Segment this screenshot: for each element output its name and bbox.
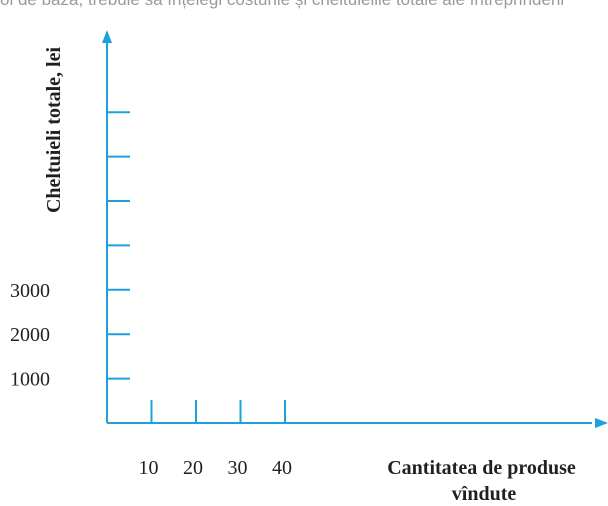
y-tick-label-2000: 2000 <box>10 324 50 346</box>
x-tick-label-10: 10 <box>139 457 159 479</box>
tick-labels-group: 1000 2000 3000 10 20 30 40 <box>10 280 292 479</box>
x-tick-label-30: 30 <box>228 457 248 479</box>
x-axis-label: Cantitatea de produse vîndute <box>387 457 581 505</box>
y-tick-label-1000: 1000 <box>10 369 50 391</box>
tick-marks-group <box>107 111 286 423</box>
y-axis-label: Cheltuieli totale, lei <box>43 47 65 214</box>
y-axis-arrowhead <box>102 30 112 43</box>
cropped-header-text: ol de bază, trebuie să înțelegi costuril… <box>0 0 608 11</box>
x-axis-arrowhead <box>595 418 608 428</box>
x-axis-label-line-1: Cantitatea de produse <box>387 457 576 479</box>
x-axis-label-line-2: vîndute <box>452 483 517 505</box>
x-tick-label-20: 20 <box>183 457 203 479</box>
y-tick-label-3000: 3000 <box>10 280 50 302</box>
x-tick-label-40: 40 <box>272 457 292 479</box>
